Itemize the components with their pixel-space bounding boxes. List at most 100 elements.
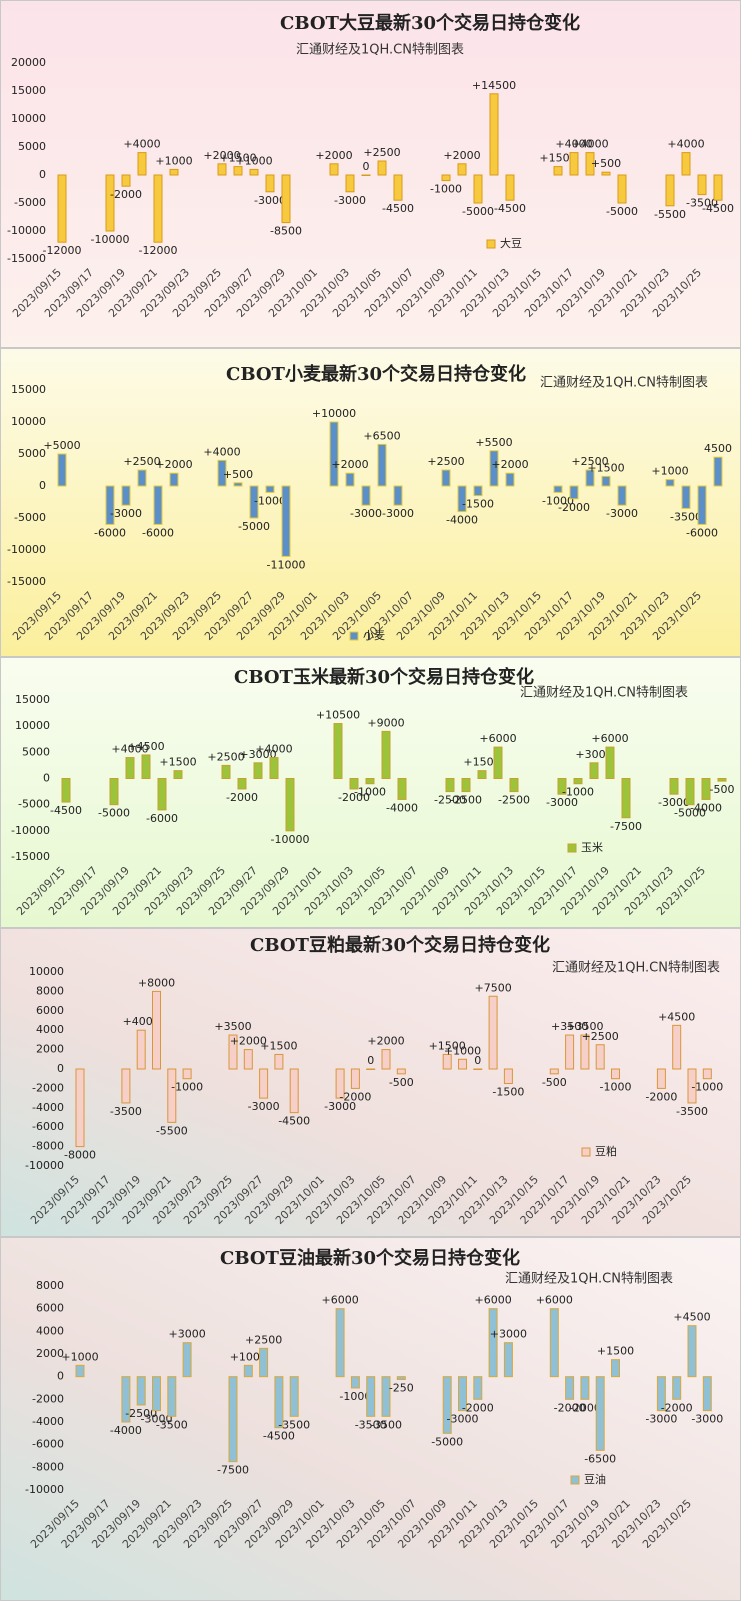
legend-swatch [486,239,496,249]
legend-swatch [567,843,577,853]
bar [249,485,259,519]
bar [569,152,579,176]
bar [377,443,387,487]
value-label: +7500 [474,981,511,994]
bar [685,778,695,806]
bar [217,459,227,487]
bar [697,485,707,525]
value-label: +2000 [155,458,192,471]
y-tick-label: -10000 [7,543,46,556]
bar [350,1376,360,1389]
value-label: +2500 [571,455,608,468]
value-label: +1000 [61,1350,98,1363]
value-label: +2000 [315,149,352,162]
bar [57,174,67,243]
value-label: +2500 [427,455,464,468]
bar [549,1308,559,1378]
y-tick-label: 8000 [36,984,64,997]
bar [585,152,595,176]
bar [269,757,279,779]
chart-title: CBOT小麦最新30个交易日持仓变化 [226,363,526,385]
y-tick-label: -10000 [11,824,50,837]
bar [509,778,519,793]
value-label: -4500 [50,804,82,817]
bar [557,778,567,795]
value-label: -1000 [354,786,386,799]
value-label: -500 [710,783,735,796]
value-label: -3500 [156,1418,188,1431]
value-label: +6000 [321,1294,358,1307]
chart-subtitle: 汇通财经及1QH.CN特制图表 [505,1272,673,1287]
value-label: -3500 [686,197,718,210]
bar [569,485,579,500]
value-label: +500 [223,468,253,481]
value-label: -1000 [542,494,574,507]
value-label: -3500 [676,1105,708,1118]
y-tick-label: 2000 [36,1347,64,1360]
y-tick-label: 10000 [15,719,50,732]
bar [169,472,179,487]
y-tick-label: -15000 [7,575,46,588]
value-label: +500 [591,157,621,170]
value-label: -11000 [267,558,306,571]
value-label: -8500 [270,225,302,238]
bar [585,469,595,487]
bar [274,1376,284,1429]
value-label: +6000 [536,1294,573,1307]
bar [259,1347,269,1378]
bar [182,1068,192,1080]
bar [589,762,599,780]
y-tick-label: 20000 [11,56,46,69]
value-label: -7500 [217,1464,249,1477]
y-tick-label: 8000 [36,1279,64,1292]
bar [458,1058,467,1070]
value-label: -2000 [338,791,370,804]
y-tick-label: 15000 [11,383,46,396]
bar [665,174,675,207]
value-label: -500 [542,1076,567,1089]
y-tick-label: -5000 [18,798,50,811]
bar [329,163,339,176]
bar [137,469,147,487]
value-label: -10000 [271,833,310,846]
bar [137,152,147,176]
chart-subtitle: 汇通财经及1QH.CN特制图表 [552,961,720,976]
value-label: -3000 [606,507,638,520]
bar [253,762,263,780]
bar [393,174,403,201]
y-tick-label: -2000 [32,1392,64,1405]
bar [141,754,151,779]
y-tick-label: 2000 [36,1043,64,1056]
bar [381,730,391,779]
value-label: +4000 [255,743,292,756]
value-label: +4000 [203,445,240,458]
value-label: +9000 [367,716,404,729]
value-label: -4500 [278,1115,310,1128]
value-label: -1000 [562,786,594,799]
value-label: 0 [474,1054,481,1067]
bar [457,163,467,176]
bar [396,1068,406,1075]
value-label: -3000 [141,1413,173,1426]
y-tick-label: -5000 [14,511,46,524]
bar [553,166,563,176]
value-label: -4000 [386,801,418,814]
value-label: +3500 [214,1020,251,1033]
value-label: -5000 [238,520,270,533]
bar [565,1034,575,1070]
bar [274,1053,284,1070]
bar [489,93,499,176]
value-label: +2000 [491,458,528,471]
bar [701,778,711,800]
bar [381,1049,391,1070]
value-label: +3000 [490,1328,527,1341]
bar [335,1308,345,1378]
y-tick-label: 4000 [36,1324,64,1337]
bar [285,778,295,832]
bar [109,778,119,806]
value-label: +3500 [566,1020,603,1033]
y-tick-label: 0 [39,168,46,181]
value-label: -1000 [254,494,286,507]
bar [717,778,727,782]
